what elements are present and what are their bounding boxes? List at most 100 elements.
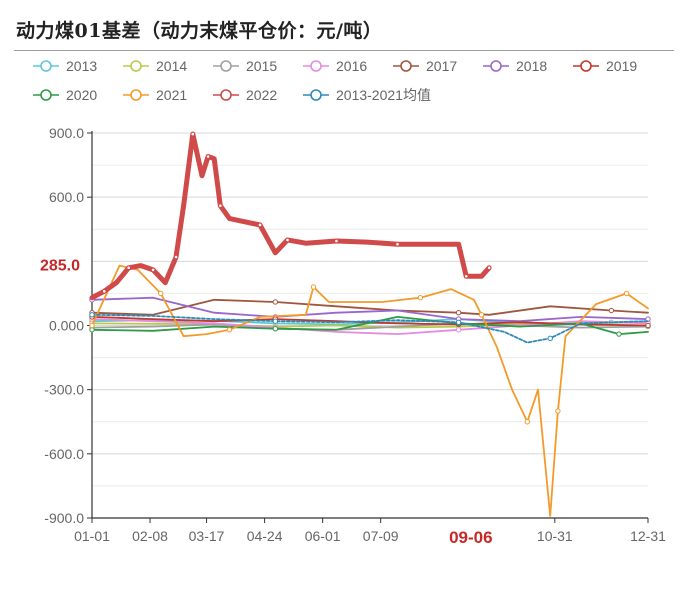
data-point <box>150 267 156 273</box>
data-point <box>272 326 278 332</box>
legend-swatch-marker <box>220 60 232 72</box>
data-point <box>89 327 95 333</box>
legend-label: 2013-2021均值 <box>336 87 431 103</box>
data-point <box>334 238 339 244</box>
data-point <box>272 299 278 305</box>
legend-label: 2013 <box>66 58 97 74</box>
y-highlight-bg <box>26 252 84 277</box>
legend-label: 2017 <box>426 58 457 74</box>
data-point <box>226 327 233 333</box>
y-tick-label: -300.0 <box>44 382 84 398</box>
legend-item-2017[interactable]: 2017 <box>393 58 457 74</box>
series-line <box>91 264 649 517</box>
legend-swatch-marker <box>130 89 142 101</box>
y-tick-label: -600.0 <box>44 446 84 462</box>
data-point <box>478 312 485 318</box>
y-tick-label: 0.000 <box>49 318 84 334</box>
x-tick-label: 10-31 <box>537 528 573 544</box>
data-point <box>285 237 290 243</box>
chart-title: 动力煤01基差（动力末煤平仓价：元/吨） <box>16 20 383 42</box>
data-point <box>257 222 263 228</box>
data-point <box>101 288 107 294</box>
data-point <box>205 154 211 159</box>
chart-annotations: 285.0 09-06 <box>26 252 503 550</box>
data-point <box>89 322 95 329</box>
data-point <box>417 294 424 301</box>
data-point <box>616 331 622 337</box>
data-point <box>623 290 630 297</box>
series-2021 <box>89 264 649 517</box>
series-2013-2021均值 <box>89 312 649 344</box>
legend-swatch-marker <box>130 60 142 72</box>
data-point <box>395 241 400 247</box>
x-tick-label: 06-01 <box>305 528 341 544</box>
legend-item-2013-2021均值[interactable]: 2013-2021均值 <box>303 87 431 103</box>
legend-label: 2018 <box>516 58 547 74</box>
x-tick-label: 03-17 <box>189 528 225 544</box>
series-layer <box>89 131 651 517</box>
y-tick-label: 600.0 <box>49 189 84 205</box>
data-point <box>89 312 95 318</box>
legend-item-2013[interactable]: 2013 <box>33 58 97 74</box>
legend-item-2016[interactable]: 2016 <box>303 58 367 74</box>
legend-item-2022[interactable]: 2022 <box>213 87 277 103</box>
legend-label: 2021 <box>156 87 187 103</box>
legend-swatch-marker <box>40 60 52 72</box>
data-point <box>272 318 278 324</box>
series-line <box>91 313 649 344</box>
legend-swatch-marker <box>580 60 592 72</box>
data-point <box>555 408 561 414</box>
legend-label: 2014 <box>156 58 187 74</box>
series-line <box>91 322 649 331</box>
data-point <box>547 335 553 342</box>
data-point <box>463 274 469 279</box>
x-tick-label: 04-24 <box>247 528 283 544</box>
data-point <box>455 327 462 333</box>
legend-swatch-marker <box>310 89 322 101</box>
legend-item-2018[interactable]: 2018 <box>483 58 547 74</box>
data-point <box>218 203 223 209</box>
y-tick-label: -900.0 <box>44 510 84 526</box>
data-point <box>158 290 164 297</box>
series-line <box>91 316 649 327</box>
legend-swatch-marker <box>490 60 502 72</box>
data-point <box>455 319 462 325</box>
legend-swatch-marker <box>310 60 322 72</box>
legend-item-2021[interactable]: 2021 <box>123 87 187 103</box>
legend-item-2020[interactable]: 2020 <box>33 87 97 103</box>
x-tick-label: 02-08 <box>132 528 168 544</box>
legend-swatch-marker <box>40 89 52 101</box>
chart-legend: 2013 2014 2015 2016 2017 2018 2019 2020 2021 2022… <box>33 58 637 103</box>
series-2022 <box>89 131 492 301</box>
legend-label: 2022 <box>246 87 277 103</box>
legend-swatch-marker <box>400 60 412 72</box>
x-highlight-bg <box>438 524 503 550</box>
y-tick-label: 900.0 <box>49 125 84 141</box>
series-line <box>91 296 649 323</box>
data-point <box>126 265 131 271</box>
data-point <box>173 254 179 260</box>
data-point <box>524 419 531 425</box>
legend-item-2014[interactable]: 2014 <box>123 58 187 74</box>
x-tick-label: 01-01 <box>74 528 110 544</box>
x-tick-label: 12-31 <box>630 528 666 544</box>
data-point <box>486 265 492 271</box>
y-highlight-label: 285.0 <box>40 258 80 275</box>
series-line <box>91 316 649 335</box>
x-tick-label: 07-09 <box>363 528 399 544</box>
legend-item-2015[interactable]: 2015 <box>213 58 277 74</box>
data-point <box>190 131 196 137</box>
data-point <box>645 322 651 329</box>
data-point <box>455 309 462 316</box>
legend-label: 2016 <box>336 58 367 74</box>
data-point <box>310 284 317 290</box>
legend-item-2019[interactable]: 2019 <box>573 58 637 74</box>
legend-label: 2019 <box>606 58 637 74</box>
data-point <box>608 307 615 314</box>
legend-swatch-marker <box>220 89 232 101</box>
legend-label: 2020 <box>66 87 97 103</box>
chart-axes: 900.0 600.0 0.000 -300.0 -600.0 -900.0 01-01 02… <box>44 125 666 544</box>
x-highlight-label: 09-06 <box>449 528 492 547</box>
title-divider <box>14 50 674 51</box>
